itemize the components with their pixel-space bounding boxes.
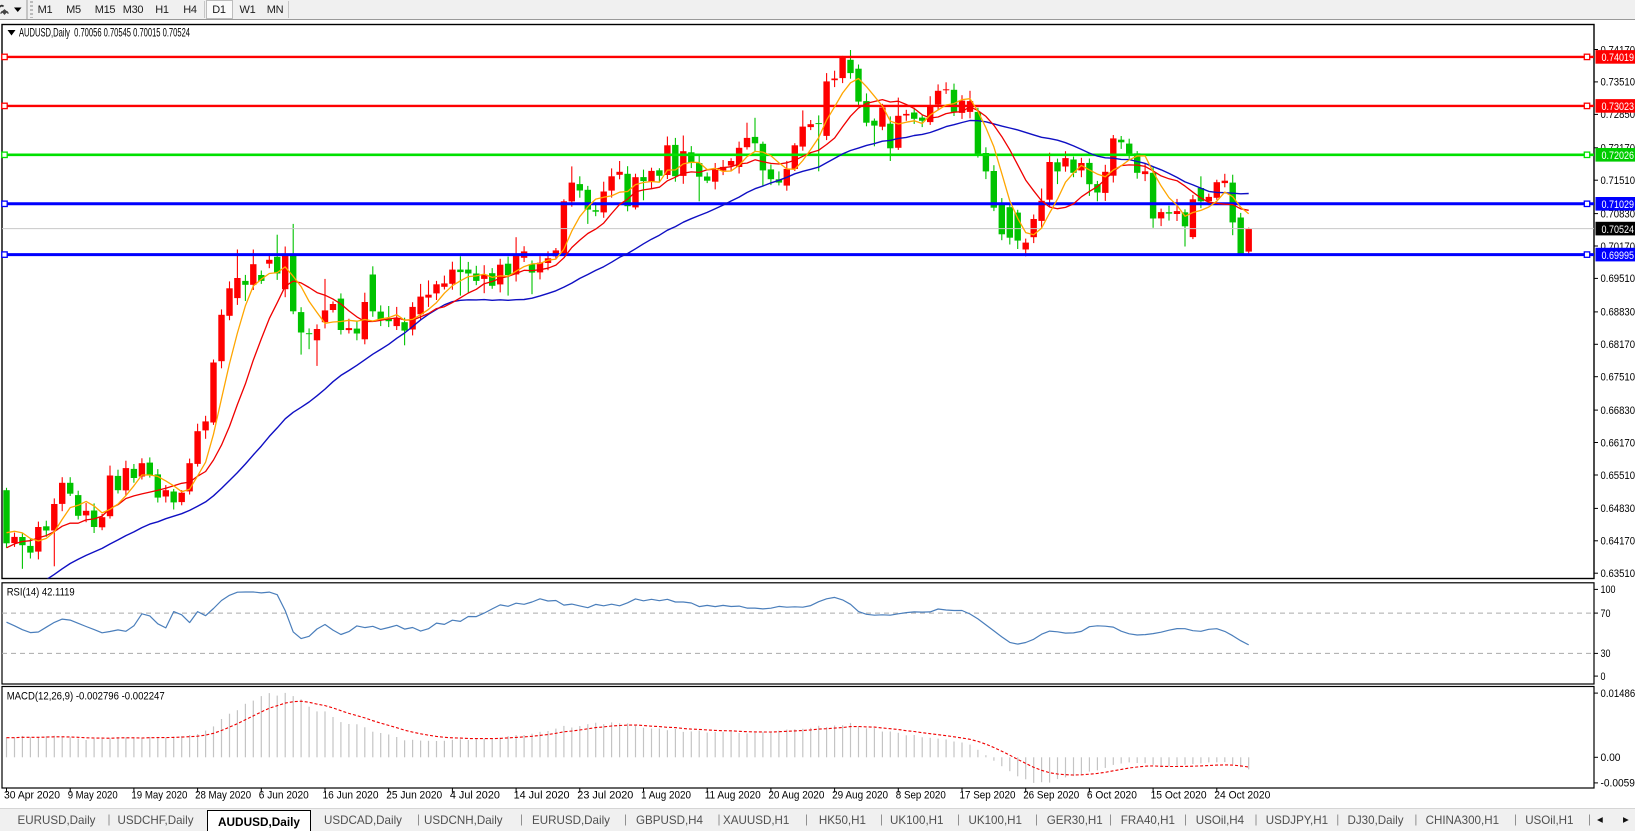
svg-text:0.73510: 0.73510 bbox=[1601, 77, 1635, 89]
svg-text:23 Jul 2020: 23 Jul 2020 bbox=[577, 790, 633, 802]
svg-text:0.67510: 0.67510 bbox=[1601, 372, 1635, 384]
svg-text:26 Sep 2020: 26 Sep 2020 bbox=[1023, 790, 1079, 802]
svg-text:0.73023: 0.73023 bbox=[1602, 101, 1635, 113]
svg-text:0.64170: 0.64170 bbox=[1601, 536, 1635, 548]
svg-text:0.70524: 0.70524 bbox=[1602, 224, 1635, 236]
svg-text:15 Oct 2020: 15 Oct 2020 bbox=[1151, 790, 1207, 802]
svg-text:16 Jun 2020: 16 Jun 2020 bbox=[323, 790, 379, 802]
svg-text:6 Jun 2020: 6 Jun 2020 bbox=[259, 790, 309, 802]
svg-text:19 May 2020: 19 May 2020 bbox=[131, 790, 187, 802]
svg-text:11 Aug 2020: 11 Aug 2020 bbox=[705, 790, 761, 802]
svg-text:30: 30 bbox=[1601, 648, 1611, 660]
svg-text:0.71510: 0.71510 bbox=[1601, 175, 1635, 187]
svg-text:70: 70 bbox=[1601, 608, 1611, 620]
svg-text:0.70830: 0.70830 bbox=[1601, 208, 1635, 220]
svg-text:0.69510: 0.69510 bbox=[1601, 273, 1635, 285]
svg-text:0.68830: 0.68830 bbox=[1601, 307, 1635, 319]
svg-text:0.014861: 0.014861 bbox=[1601, 688, 1635, 700]
svg-text:1 Aug 2020: 1 Aug 2020 bbox=[641, 790, 691, 802]
svg-text:0.66170: 0.66170 bbox=[1601, 437, 1635, 449]
svg-text:24 Oct 2020: 24 Oct 2020 bbox=[1214, 790, 1270, 802]
svg-text:20 Aug 2020: 20 Aug 2020 bbox=[768, 790, 824, 802]
svg-text:6 Oct 2020: 6 Oct 2020 bbox=[1087, 790, 1137, 802]
svg-text:0.00: 0.00 bbox=[1601, 752, 1621, 764]
svg-text:0.71029: 0.71029 bbox=[1602, 199, 1635, 211]
svg-text:30 Apr 2020: 30 Apr 2020 bbox=[4, 790, 60, 802]
svg-text:25 Jun 2020: 25 Jun 2020 bbox=[386, 790, 442, 802]
svg-text:0.64830: 0.64830 bbox=[1601, 503, 1635, 515]
svg-text:14 Jul 2020: 14 Jul 2020 bbox=[514, 790, 570, 802]
svg-text:RSI(14) 42.1119: RSI(14) 42.1119 bbox=[7, 587, 75, 599]
svg-text:0.72026: 0.72026 bbox=[1602, 150, 1635, 162]
svg-text:0: 0 bbox=[1601, 671, 1606, 683]
svg-text:8 Sep 2020: 8 Sep 2020 bbox=[896, 790, 946, 802]
svg-text:0.68170: 0.68170 bbox=[1601, 339, 1635, 351]
svg-text:AUDUSD,Daily 0.70056 0.70545: AUDUSD,Daily 0.70056 0.70545 0.70015 0.7… bbox=[19, 27, 190, 40]
svg-text:17 Sep 2020: 17 Sep 2020 bbox=[960, 790, 1016, 802]
svg-text:0.66830: 0.66830 bbox=[1601, 405, 1635, 417]
svg-text:28 May 2020: 28 May 2020 bbox=[195, 790, 251, 802]
svg-text:4 Jul 2020: 4 Jul 2020 bbox=[450, 790, 500, 802]
svg-text:0.69995: 0.69995 bbox=[1602, 250, 1635, 262]
svg-text:29 Aug 2020: 29 Aug 2020 bbox=[832, 790, 888, 802]
svg-text:100: 100 bbox=[1601, 584, 1616, 596]
svg-text:0.74019: 0.74019 bbox=[1602, 52, 1635, 64]
svg-text:9 May 2020: 9 May 2020 bbox=[68, 790, 118, 802]
svg-text:0.63510: 0.63510 bbox=[1601, 568, 1635, 580]
svg-text:0.65510: 0.65510 bbox=[1601, 470, 1635, 482]
svg-text:MACD(12,26,9) -0.002796 -0.002: MACD(12,26,9) -0.002796 -0.002247 bbox=[7, 691, 165, 703]
